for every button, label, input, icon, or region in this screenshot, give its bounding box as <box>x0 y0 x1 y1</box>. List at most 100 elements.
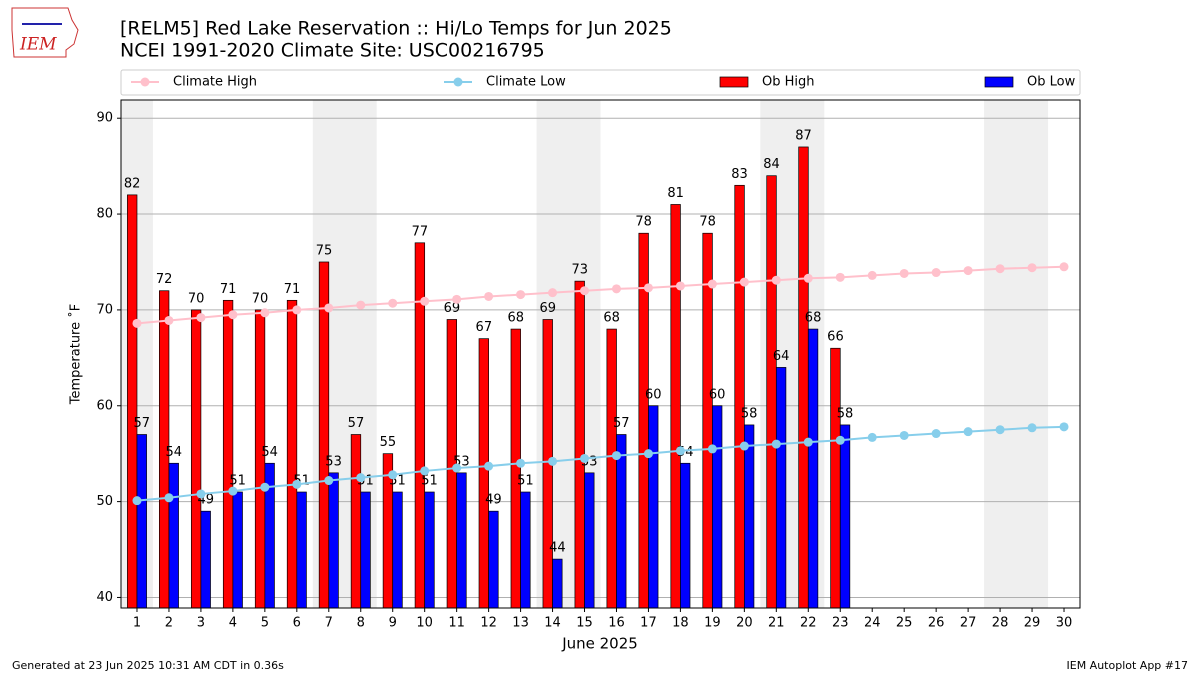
legend-label: Climate High <box>173 75 257 90</box>
value-label: 81 <box>667 186 684 201</box>
line-point <box>484 291 494 301</box>
line-point <box>739 277 749 287</box>
value-label: 57 <box>348 416 365 431</box>
line-point <box>580 286 590 296</box>
bar <box>392 491 403 609</box>
value-label: 69 <box>539 301 556 316</box>
value-label: 51 <box>421 474 438 489</box>
legend-swatch <box>719 76 749 88</box>
footer-right: IEM Autoplot App #17 <box>1067 659 1189 672</box>
bar <box>648 405 659 609</box>
line-point <box>228 486 238 496</box>
x-tick-label: 12 <box>480 616 497 631</box>
value-label: 44 <box>549 541 566 556</box>
value-label: 51 <box>229 474 246 489</box>
line-point <box>388 470 398 480</box>
bar <box>296 491 307 609</box>
line-point <box>196 489 206 499</box>
bar <box>232 491 243 609</box>
value-label: 78 <box>699 215 716 230</box>
value-label: 72 <box>156 272 173 287</box>
x-tick-label: 26 <box>928 616 945 631</box>
legend-label: Ob Low <box>1027 75 1076 90</box>
bar <box>830 347 841 609</box>
x-tick-label: 30 <box>1056 616 1073 631</box>
x-tick-label: 10 <box>416 616 433 631</box>
x-tick-label: 3 <box>197 616 205 631</box>
bar <box>350 434 362 609</box>
line-point <box>931 268 941 278</box>
line-point <box>707 444 717 454</box>
bar <box>318 261 330 609</box>
line-point <box>995 264 1005 274</box>
value-label: 69 <box>444 301 461 316</box>
value-label: 66 <box>827 330 844 345</box>
x-tick-label: 22 <box>800 616 817 631</box>
line-point <box>228 310 238 320</box>
x-axis-label: June 2025 <box>561 635 638 653</box>
x-tick-label: 11 <box>448 616 465 631</box>
y-tick-label: 50 <box>96 494 113 509</box>
value-label: 57 <box>134 416 151 431</box>
line-point <box>963 266 973 276</box>
line-point <box>580 453 590 463</box>
bar <box>712 405 723 609</box>
line-point <box>452 294 462 304</box>
line-point <box>356 300 366 310</box>
line-point <box>516 290 526 300</box>
value-label: 57 <box>613 416 630 431</box>
x-tick-label: 6 <box>293 616 301 631</box>
bar <box>510 328 521 609</box>
line-point <box>643 283 653 293</box>
line-point <box>132 318 142 328</box>
line-point <box>675 446 685 456</box>
bar <box>190 309 202 609</box>
line-point <box>1027 263 1037 273</box>
line-point <box>771 439 781 449</box>
value-label: 60 <box>709 387 726 402</box>
bar <box>606 328 617 609</box>
line-point <box>388 298 398 308</box>
line-point <box>164 315 174 325</box>
value-label: 53 <box>325 454 342 469</box>
line-point <box>803 437 813 447</box>
bar <box>584 472 595 609</box>
x-tick-label: 23 <box>832 616 849 631</box>
bar <box>360 491 371 609</box>
line-point <box>548 288 558 298</box>
x-tick-label: 2 <box>165 616 173 631</box>
value-label: 77 <box>412 224 429 239</box>
line-point <box>196 313 206 323</box>
x-tick-label: 28 <box>992 616 1009 631</box>
value-label: 87 <box>795 128 812 143</box>
x-tick-label: 14 <box>544 616 561 631</box>
line-point <box>803 273 813 283</box>
bar <box>574 280 585 609</box>
value-label: 78 <box>635 215 652 230</box>
line-series <box>136 425 1065 502</box>
bar <box>680 462 691 609</box>
y-tick-label: 90 <box>96 111 113 126</box>
x-tick-label: 17 <box>640 616 657 631</box>
bar <box>734 184 745 609</box>
line-point <box>356 473 366 483</box>
legend-swatch <box>453 77 463 87</box>
logo-text: IEM <box>19 35 57 55</box>
x-tick-label: 20 <box>736 616 753 631</box>
line-point <box>260 482 270 492</box>
chart-subtitle: NCEI 1991-2020 Climate Site: USC00216795 <box>120 40 545 62</box>
y-tick-label: 70 <box>96 302 113 317</box>
bar <box>127 194 138 609</box>
value-label: 49 <box>485 493 502 508</box>
value-label: 64 <box>773 349 790 364</box>
line-point <box>1027 423 1037 433</box>
line-point <box>899 430 909 440</box>
bar <box>807 328 819 609</box>
line-point <box>132 496 142 506</box>
x-tick-label: 7 <box>325 616 333 631</box>
bar <box>839 424 851 609</box>
line-point <box>164 493 174 503</box>
weekend-band <box>984 100 1049 608</box>
x-tick-label: 9 <box>389 616 397 631</box>
